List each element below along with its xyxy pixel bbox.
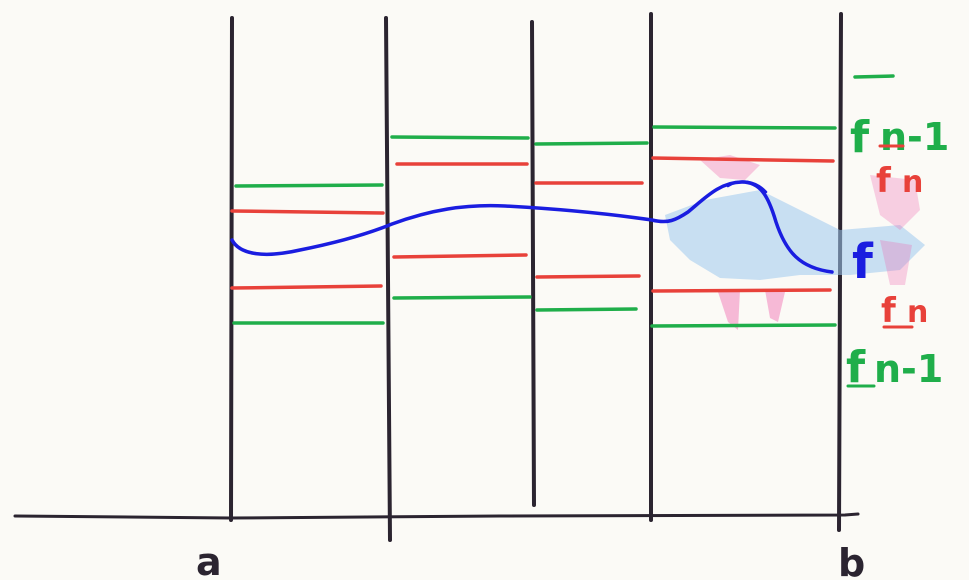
legend-upper-inner-sub: n (902, 165, 923, 200)
pink-wash-shading-right (870, 175, 920, 285)
lower-inner-step-3 (535, 274, 641, 279)
upper-outer-steps (234, 125, 837, 188)
axis-label-b: b (838, 541, 865, 580)
upper-outer-step-3 (534, 141, 649, 146)
axis-label-a: a (196, 540, 222, 580)
lower-outer-step-3 (535, 307, 638, 312)
lower-inner-step-4 (651, 288, 832, 293)
legend-lower-outer-base: f (846, 342, 866, 393)
legend-upper-outer: f n-1 (850, 74, 949, 163)
lower-inner-steps (230, 253, 832, 293)
legend-function: f (852, 234, 874, 290)
upper-inner-step-1 (230, 209, 385, 215)
legend-lower-outer-sub: n-1 (874, 347, 943, 391)
legend-lower-inner-sub: n (907, 295, 928, 330)
overline-bar-upper-outer (853, 74, 895, 79)
legend-lower-inner-base: f (881, 291, 897, 331)
legend-upper-inner: f n (876, 144, 923, 201)
lower-outer-step-4 (650, 323, 837, 328)
horizontal-axis (13, 512, 860, 520)
shaded-region (665, 155, 925, 330)
legend-lower-inner: f n (881, 291, 928, 331)
legend-upper-outer-base: f (850, 112, 870, 163)
lower-inner-step-2 (392, 253, 528, 259)
legend-upper-outer-sub: n-1 (880, 115, 949, 159)
lower-outer-steps (232, 295, 837, 328)
legend-upper-inner-base: f (876, 161, 892, 201)
upper-outer-step-4 (652, 125, 837, 130)
upper-inner-step-4 (651, 156, 835, 163)
legend-function-label: f (852, 234, 874, 290)
upper-inner-steps (230, 156, 835, 215)
blue-wash-shading (665, 190, 925, 280)
pink-wash-shading-bottom (718, 290, 785, 330)
legend-lower-outer: f n-1 (846, 342, 943, 393)
lower-inner-step-1 (230, 284, 383, 290)
upper-outer-step-1 (234, 183, 384, 188)
lower-outer-step-2 (392, 295, 532, 300)
partition-line-a (229, 16, 234, 522)
partition-line-2 (384, 16, 392, 542)
function-curve-overstroke (726, 180, 768, 194)
function-curve (230, 180, 834, 274)
partition-line-3 (530, 20, 536, 507)
upper-outer-step-2 (390, 135, 530, 140)
